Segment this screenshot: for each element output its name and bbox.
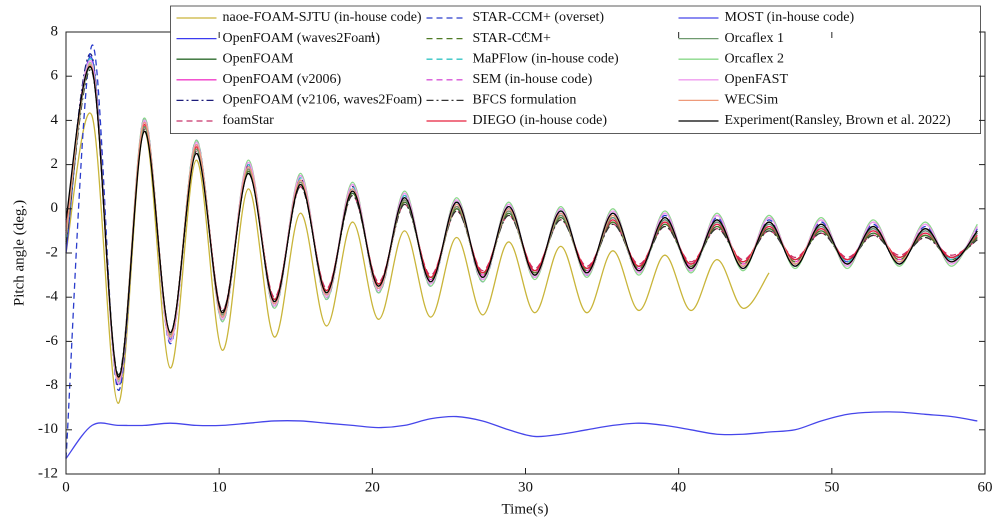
legend-label: Experiment(Ransley, Brown et al. 2022) bbox=[725, 113, 951, 128]
legend-label: Orcaflex 2 bbox=[725, 51, 784, 66]
y-tick-label: 0 bbox=[51, 200, 59, 216]
legend-label: DIEGO (in-house code) bbox=[473, 113, 608, 128]
y-tick-label: -12 bbox=[38, 465, 58, 481]
legend-box bbox=[170, 5, 981, 134]
legend-label: OpenFOAM bbox=[223, 51, 294, 66]
series-line bbox=[65, 411, 978, 459]
legend-label: STAR-CCM+ (overset) bbox=[473, 10, 605, 25]
legend-label: OpenFOAM (v2006) bbox=[223, 72, 342, 87]
legend-label: BFCS formulation bbox=[473, 93, 577, 108]
legend-label: STAR-CCM+ bbox=[473, 31, 551, 46]
x-tick-label: 60 bbox=[978, 479, 993, 495]
y-tick-label: 4 bbox=[51, 112, 59, 128]
y-tick-label: -6 bbox=[46, 333, 59, 349]
x-tick-label: 30 bbox=[518, 479, 533, 495]
legend-label: naoe-FOAM-SJTU (in-house code) bbox=[223, 10, 422, 25]
legend-label: Orcaflex 1 bbox=[725, 31, 784, 46]
legend: naoe-FOAM-SJTU (in-house code) OpenFOAM (… bbox=[170, 5, 981, 134]
y-tick-label: -8 bbox=[46, 377, 59, 393]
plot-area bbox=[65, 44, 978, 459]
series-line bbox=[65, 62, 978, 382]
y-tick-label: -10 bbox=[38, 421, 58, 437]
y-tick-label: -2 bbox=[46, 244, 59, 260]
y-axis-label: Pitch angle (deg.) bbox=[11, 200, 27, 306]
x-tick-label: 20 bbox=[365, 479, 380, 495]
y-tick-label: 6 bbox=[51, 68, 59, 84]
legend-label: SEM (in-house code) bbox=[473, 72, 593, 87]
legend-label: MaPFlow (in-house code) bbox=[473, 51, 620, 66]
legend-label: MOST (in-house code) bbox=[725, 10, 855, 25]
y-tick-label: 2 bbox=[51, 156, 59, 172]
legend-label: OpenFOAM (v2106, waves2Foam) bbox=[223, 93, 423, 108]
legend-label: OpenFAST bbox=[725, 72, 789, 87]
x-axis-label: Time(s) bbox=[502, 501, 549, 517]
x-tick-label: 0 bbox=[62, 479, 70, 495]
x-tick-label: 50 bbox=[824, 479, 839, 495]
series-line bbox=[65, 65, 978, 378]
series-line bbox=[65, 112, 770, 404]
legend-label: WECSim bbox=[725, 93, 779, 108]
x-tick-label: 40 bbox=[671, 479, 686, 495]
legend-label: OpenFOAM (waves2Foam) bbox=[223, 31, 381, 46]
y-tick-label: 8 bbox=[51, 23, 59, 39]
legend-label: foamStar bbox=[223, 113, 275, 128]
y-tick-label: -4 bbox=[46, 289, 59, 305]
x-tick-label: 10 bbox=[212, 479, 227, 495]
